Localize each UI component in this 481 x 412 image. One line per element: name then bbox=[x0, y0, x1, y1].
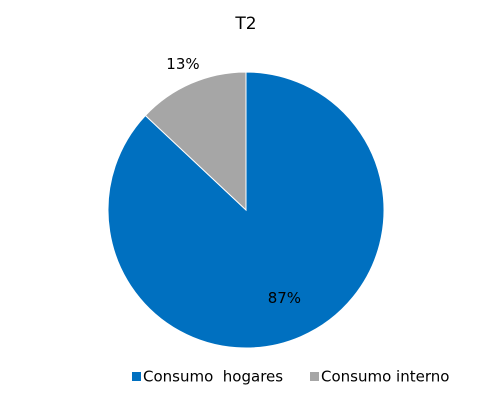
data-label: 87% bbox=[268, 289, 301, 307]
data-label: 13% bbox=[166, 55, 199, 73]
legend-swatch bbox=[132, 372, 141, 381]
legend-label: Consumo hogares bbox=[143, 368, 283, 386]
chart-title: T2 bbox=[234, 14, 256, 34]
legend-label: Consumo interno bbox=[321, 368, 449, 386]
pie-slice bbox=[144, 71, 247, 212]
legend-swatch bbox=[310, 372, 319, 381]
